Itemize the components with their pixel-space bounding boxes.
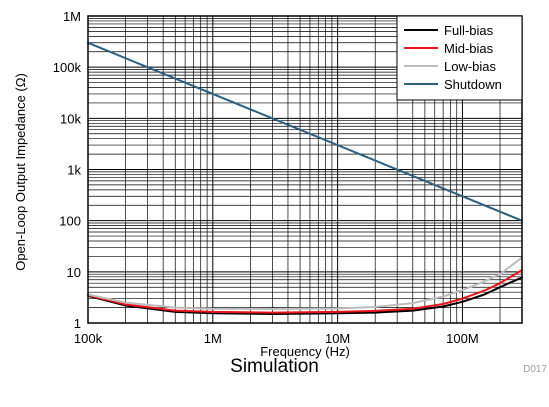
y-tick-label: 100 — [59, 214, 81, 229]
series-line-mid-bias — [87, 269, 523, 314]
y-tick-label: 1M — [63, 9, 81, 24]
plot-frame — [87, 15, 523, 324]
y-tick-label: 10 — [67, 265, 81, 280]
x-axis-label: Frequency (Hz) — [260, 344, 350, 359]
legend-label-full-bias: Full-bias — [444, 23, 494, 38]
y-tick-label: 1k — [67, 163, 81, 178]
x-tick-label: 100M — [446, 331, 479, 346]
series-line-full-bias — [87, 276, 523, 315]
legend: Full-bias Mid-bias Low-bias Shutdown — [396, 15, 523, 101]
x-tick-label: 10M — [325, 331, 350, 346]
y-tick-label: 100k — [53, 60, 82, 75]
tick-labels: 100k 1M 10M 100M 1 10 100 1k 10k 100k 1M — [53, 9, 479, 346]
caption: Simulation — [230, 356, 319, 377]
series-lines — [87, 41, 523, 315]
legend-label-low-bias: Low-bias — [444, 59, 497, 74]
series-line-shutdown — [87, 41, 523, 222]
x-tick-label: 100k — [74, 331, 103, 346]
legend-label-shutdown: Shutdown — [444, 77, 502, 92]
figure-id: D017 — [523, 364, 547, 375]
legend-label-mid-bias: Mid-bias — [444, 41, 494, 56]
series-line-low-bias — [87, 256, 523, 310]
y-tick-label: 1 — [74, 316, 81, 331]
grid-lines — [87, 15, 523, 324]
y-tick-label: 10k — [60, 111, 81, 126]
x-tick-label: 1M — [204, 331, 222, 346]
y-axis-label: Open-Loop Output Impedance (Ω) — [13, 73, 28, 271]
